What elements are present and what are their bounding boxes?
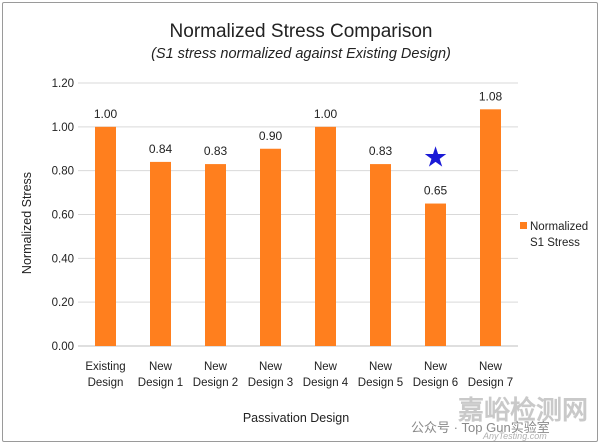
x-axis-title: Passivation Design — [243, 411, 349, 425]
x-tick-label: Design 3 — [248, 377, 293, 389]
data-label: 0.84 — [149, 142, 173, 156]
chart-subtitle: (S1 stress normalized against Existing D… — [151, 46, 451, 62]
x-tick-label: New — [149, 361, 173, 373]
x-tick-label: Design 4 — [303, 377, 349, 389]
bar — [425, 203, 446, 346]
x-tick-label: New — [314, 361, 338, 373]
x-tick-label: New — [424, 361, 448, 373]
x-tick-label: Design 6 — [413, 377, 458, 389]
y-tick-label: 0.60 — [52, 210, 74, 222]
x-tick-label: Existing — [85, 361, 125, 373]
legend-swatch — [520, 222, 527, 229]
y-tick-label: 1.20 — [52, 78, 74, 90]
y-axis-title: Normalized Stress — [20, 172, 34, 274]
x-tick-label: Design — [88, 377, 124, 389]
x-tick-label: Design 2 — [193, 377, 238, 389]
x-tick-label: Design 7 — [468, 377, 513, 389]
watermark-url: AnyTesting.com — [482, 431, 547, 441]
legend-label-line1: Normalized — [530, 221, 588, 233]
bar — [370, 164, 391, 346]
x-axis-ticks: Existing Design New Design 1 New Design 2 New D… — [85, 361, 513, 389]
data-label: 0.65 — [424, 184, 448, 198]
data-label: 1.00 — [314, 107, 338, 121]
bar — [315, 126, 336, 346]
watermark-site: 嘉峪检测网 — [458, 395, 588, 425]
bar — [150, 161, 171, 346]
annotations: ★ — [423, 141, 448, 174]
legend: Normalized S1 Stress — [520, 221, 588, 249]
chart-frame: Normalized Stress Comparison (S1 stress … — [2, 2, 598, 442]
data-labels: 1.00 0.84 0.83 0.90 1.00 0.83 0.65 1.08 — [94, 89, 503, 197]
bar-chart: Normalized Stress Comparison (S1 stress … — [20, 21, 588, 441]
y-tick-label: 0.20 — [52, 297, 74, 309]
gridlines — [78, 82, 518, 347]
bar — [95, 126, 116, 346]
y-tick-label: 0.80 — [52, 166, 74, 178]
x-tick-label: Design 1 — [138, 377, 183, 389]
x-tick-label: Design 5 — [358, 377, 403, 389]
bar — [205, 164, 226, 346]
chart-title: Normalized Stress Comparison — [170, 21, 433, 42]
data-label: 0.83 — [369, 144, 393, 158]
bar — [480, 109, 501, 346]
data-label: 0.90 — [259, 129, 283, 143]
y-tick-label: 0.40 — [52, 253, 74, 265]
bars — [95, 109, 501, 346]
bar — [260, 148, 281, 346]
data-label: 1.00 — [94, 107, 118, 121]
y-axis-ticks: 0.00 0.20 0.40 0.60 0.80 1.00 1.20 — [52, 78, 74, 353]
x-tick-label: New — [259, 361, 283, 373]
y-tick-label: 1.00 — [52, 122, 74, 134]
y-tick-label: 0.00 — [52, 341, 74, 353]
watermark: 嘉峪检测网 公众号 · Top Gun实验室 AnyTesting.com — [411, 395, 588, 441]
data-label: 1.08 — [479, 89, 503, 103]
x-tick-label: New — [369, 361, 393, 373]
x-tick-label: New — [204, 361, 228, 373]
legend-label-line2: S1 Stress — [530, 237, 580, 249]
x-tick-label: New — [479, 361, 503, 373]
star-marker: ★ — [423, 141, 448, 174]
data-label: 0.83 — [204, 144, 228, 158]
watermark-wechat: 公众号 · Top Gun实验室 — [411, 420, 550, 435]
